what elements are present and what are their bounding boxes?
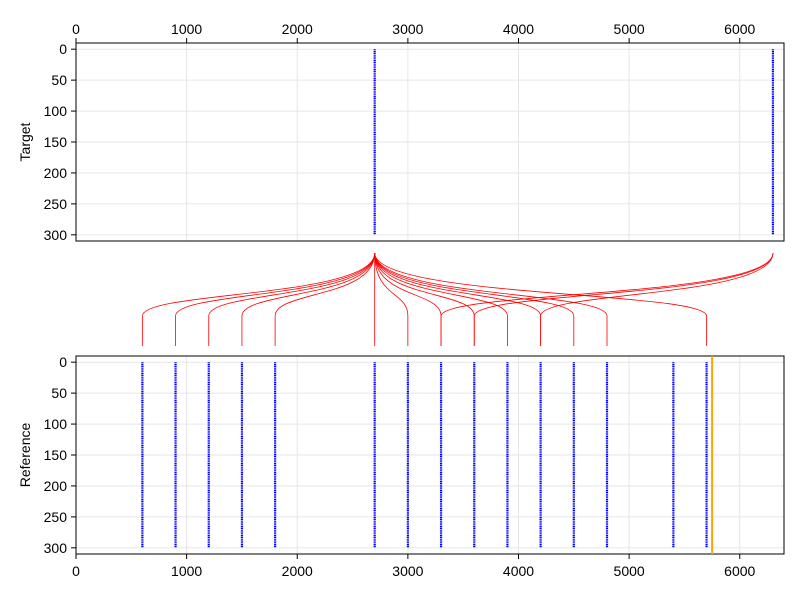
y-tick-label: 0 xyxy=(59,41,67,57)
connection-curve xyxy=(241,252,376,346)
connection-curve xyxy=(374,252,608,346)
x-tick-label: 3000 xyxy=(392,21,423,37)
y-tick-label: 300 xyxy=(44,227,68,243)
y-tick-label: 200 xyxy=(44,478,68,494)
connection-curves xyxy=(141,252,774,346)
y-tick-label: 150 xyxy=(44,447,68,463)
x-tick-label: 5000 xyxy=(614,21,645,37)
y-tick-label: 150 xyxy=(44,134,68,150)
connection-curve xyxy=(274,252,376,346)
connection-curve xyxy=(374,252,442,346)
y-axis-label: Target xyxy=(17,122,33,161)
connection-curve xyxy=(374,252,409,346)
connection-curve xyxy=(374,252,508,346)
x-tick-label: 6000 xyxy=(724,563,755,579)
y-tick-label: 50 xyxy=(51,72,67,88)
x-tick-label: 6000 xyxy=(724,21,755,37)
y-tick-label: 300 xyxy=(44,540,68,556)
connection-curve xyxy=(208,252,376,346)
connection-curve xyxy=(175,252,376,346)
x-tick-label: 2000 xyxy=(282,21,313,37)
connection-curve xyxy=(540,252,774,346)
x-tick-label: 3000 xyxy=(392,563,423,579)
x-tick-label: 4000 xyxy=(503,21,534,37)
y-tick-label: 250 xyxy=(44,509,68,525)
y-tick-label: 200 xyxy=(44,165,68,181)
y-tick-label: 0 xyxy=(59,354,67,370)
x-tick-label: 0 xyxy=(72,21,80,37)
y-tick-label: 50 xyxy=(51,385,67,401)
y-tick-label: 250 xyxy=(44,196,68,212)
connection-curve xyxy=(374,252,575,346)
connection-curve xyxy=(374,252,707,346)
reference-panel: 0 1000 2000 3000 4000 5000 6000 0 50 100 150 200 250… xyxy=(17,354,785,579)
target-panel: 0 1000 2000 3000 4000 5000 6000 0 50 100 150 200 250… xyxy=(17,21,785,243)
connection-curve xyxy=(141,252,376,346)
y-axis-label: Reference xyxy=(17,422,33,487)
x-tick-label: 1000 xyxy=(171,563,202,579)
connection-curve xyxy=(374,252,542,346)
x-tick-label: 5000 xyxy=(614,563,645,579)
x-tick-label: 4000 xyxy=(503,563,534,579)
x-tick-label: 0 xyxy=(72,563,80,579)
connection-curve xyxy=(440,252,774,346)
x-tick-label: 2000 xyxy=(282,563,313,579)
y-tick-label: 100 xyxy=(44,103,68,119)
connection-curve xyxy=(374,252,475,346)
connection-curve xyxy=(473,252,774,346)
x-tick-label: 1000 xyxy=(171,21,202,37)
y-tick-label: 100 xyxy=(44,416,68,432)
